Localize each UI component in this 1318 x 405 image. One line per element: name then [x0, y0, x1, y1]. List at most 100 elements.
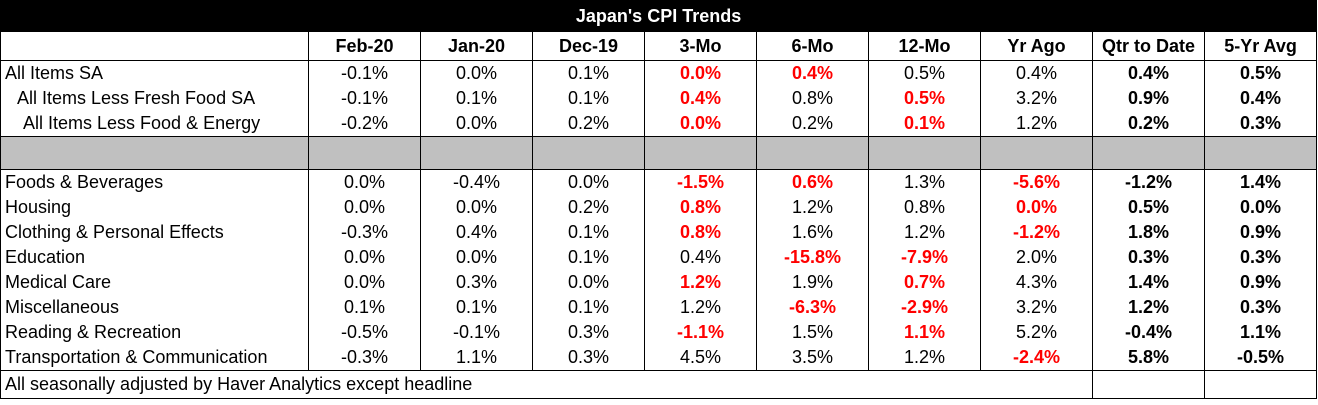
- value-cell: -1.2%: [980, 220, 1093, 245]
- value-cell: 0.9%: [1203, 270, 1318, 295]
- value-cell: 0.0%: [420, 245, 533, 270]
- value-cell: 0.0%: [308, 169, 421, 195]
- value-cell: -0.3%: [308, 345, 421, 371]
- value-cell: 0.4%: [1203, 86, 1318, 111]
- row-label: Clothing & Personal Effects: [0, 220, 309, 245]
- value-cell: 0.1%: [868, 111, 981, 137]
- value-cell: -0.4%: [1092, 320, 1205, 345]
- header-blank: [0, 31, 309, 61]
- column-header: Dec-19: [532, 31, 645, 61]
- value-cell: -0.3%: [308, 220, 421, 245]
- title-row: Japan's CPI Trends: [0, 0, 1318, 32]
- value-cell: 0.2%: [756, 111, 869, 137]
- separator-cell: [868, 136, 981, 170]
- value-cell: 0.4%: [1092, 60, 1205, 86]
- value-cell: 0.1%: [532, 86, 645, 111]
- table-row: Transportation & Communication -0.3% 1.1% 0…: [0, 345, 1318, 371]
- value-cell: 1.2%: [644, 295, 757, 320]
- value-cell: 0.1%: [532, 295, 645, 320]
- row-label: All Items Less Fresh Food SA: [0, 86, 309, 111]
- value-cell: -0.1%: [308, 86, 421, 111]
- value-cell: 0.0%: [532, 169, 645, 195]
- footer-blank-cell: [1092, 370, 1205, 399]
- value-cell: 0.0%: [644, 111, 757, 137]
- value-cell: 0.0%: [420, 111, 533, 137]
- value-cell: 0.3%: [1203, 245, 1318, 270]
- row-label: Reading & Recreation: [0, 320, 309, 345]
- footnote: All seasonally adjusted by Haver Analyti…: [0, 370, 1093, 399]
- value-cell: 1.4%: [1092, 270, 1205, 295]
- value-cell: -0.4%: [420, 169, 533, 195]
- value-cell: 1.9%: [756, 270, 869, 295]
- value-cell: 1.5%: [756, 320, 869, 345]
- value-cell: -2.9%: [868, 295, 981, 320]
- table-row: Miscellaneous 0.1% 0.1% 0.1% 1.2% -6.3% -2.9% 3…: [0, 295, 1318, 320]
- separator-cell: [420, 136, 533, 170]
- table-row: All Items Less Fresh Food SA -0.1% 0.1% 0.1…: [0, 86, 1318, 111]
- table-row: Clothing & Personal Effects -0.3% 0.4% 0.1%…: [0, 220, 1318, 245]
- table-title: Japan's CPI Trends: [0, 0, 1318, 32]
- value-cell: 1.1%: [1203, 320, 1318, 345]
- row-label: All Items SA: [0, 60, 309, 86]
- value-cell: -0.2%: [308, 111, 421, 137]
- value-cell: -7.9%: [868, 245, 981, 270]
- value-cell: 0.5%: [868, 86, 981, 111]
- value-cell: -0.1%: [420, 320, 533, 345]
- value-cell: 0.1%: [308, 295, 421, 320]
- value-cell: 0.1%: [420, 86, 533, 111]
- value-cell: 0.0%: [644, 60, 757, 86]
- table-row: All Items Less Food & Energy -0.2% 0.0% 0.2…: [0, 111, 1318, 137]
- value-cell: 0.4%: [980, 60, 1093, 86]
- value-cell: 1.2%: [868, 220, 981, 245]
- column-header: Jan-20: [420, 31, 533, 61]
- row-label: Miscellaneous: [0, 295, 309, 320]
- column-header: Feb-20: [308, 31, 421, 61]
- value-cell: 5.2%: [980, 320, 1093, 345]
- value-cell: 1.6%: [756, 220, 869, 245]
- value-cell: -0.1%: [308, 60, 421, 86]
- value-cell: 0.3%: [420, 270, 533, 295]
- table-row: Housing 0.0% 0.0% 0.2% 0.8% 1.2% 0.8% 0.0% 0.5% 0…: [0, 195, 1318, 220]
- row-label: Transportation & Communication: [0, 345, 309, 371]
- value-cell: 1.2%: [644, 270, 757, 295]
- row-label: Medical Care: [0, 270, 309, 295]
- footer-blank-cell: [1203, 370, 1318, 399]
- separator-cell: [756, 136, 869, 170]
- value-cell: 0.2%: [532, 195, 645, 220]
- row-label: Education: [0, 245, 309, 270]
- value-cell: 0.0%: [308, 195, 421, 220]
- separator-cell: [308, 136, 421, 170]
- table-row: Reading & Recreation -0.5% -0.1% 0.3% -1.1% 1…: [0, 320, 1318, 345]
- column-header: Qtr to Date: [1092, 31, 1205, 61]
- table-row: Foods & Beverages 0.0% -0.4% 0.0% -1.5% 0.6% 1…: [0, 169, 1318, 195]
- value-cell: 2.0%: [980, 245, 1093, 270]
- value-cell: 0.1%: [532, 220, 645, 245]
- value-cell: 0.4%: [756, 60, 869, 86]
- column-header: 3-Mo: [644, 31, 757, 61]
- column-header: 6-Mo: [756, 31, 869, 61]
- value-cell: -5.6%: [980, 169, 1093, 195]
- value-cell: 0.4%: [644, 245, 757, 270]
- value-cell: -0.5%: [1203, 345, 1318, 371]
- value-cell: -1.1%: [644, 320, 757, 345]
- value-cell: 0.1%: [532, 60, 645, 86]
- value-cell: 3.2%: [980, 86, 1093, 111]
- separator-cell: [0, 136, 309, 170]
- value-cell: 1.2%: [868, 345, 981, 371]
- value-cell: 0.4%: [420, 220, 533, 245]
- column-header: 12-Mo: [868, 31, 981, 61]
- value-cell: 0.8%: [868, 195, 981, 220]
- table-row: All Items SA -0.1% 0.0% 0.1% 0.0% 0.4% 0.5% 0.4…: [0, 60, 1318, 86]
- column-header: Yr Ago: [980, 31, 1093, 61]
- separator-row: [0, 136, 1318, 170]
- value-cell: -1.2%: [1092, 169, 1205, 195]
- column-header: 5-Yr Avg: [1203, 31, 1318, 61]
- separator-cell: [644, 136, 757, 170]
- value-cell: 0.9%: [1092, 86, 1205, 111]
- value-cell: 0.3%: [1092, 245, 1205, 270]
- separator-cell: [980, 136, 1093, 170]
- row-label: Foods & Beverages: [0, 169, 309, 195]
- value-cell: 0.0%: [980, 195, 1093, 220]
